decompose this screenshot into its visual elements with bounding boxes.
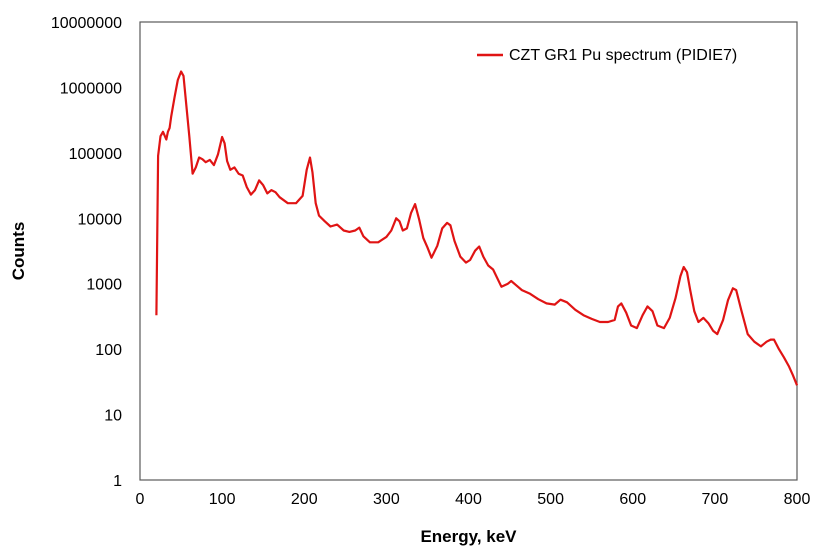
- x-tick-label: 500: [537, 491, 564, 508]
- y-tick-label: 10: [104, 408, 122, 425]
- y-tick-label: 1000: [86, 277, 122, 294]
- x-tick-label: 800: [784, 491, 811, 508]
- y-tick-label: 10000000: [51, 15, 122, 32]
- x-tick-label: 700: [702, 491, 729, 508]
- x-tick-label: 600: [619, 491, 646, 508]
- x-tick-label: 100: [209, 491, 236, 508]
- legend: CZT GR1 Pu spectrum (PIDIE7): [477, 47, 737, 64]
- x-tick-label: 200: [291, 491, 318, 508]
- plot-area: [139, 21, 799, 481]
- y-tick-label: 10000: [78, 211, 123, 228]
- y-tick-label: 1000000: [60, 80, 122, 97]
- y-axis-title: Counts: [9, 222, 28, 281]
- x-tick-label: 300: [373, 491, 400, 508]
- legend-label: CZT GR1 Pu spectrum (PIDIE7): [509, 47, 737, 64]
- y-tick-label: 100: [95, 342, 122, 359]
- x-axis-ticks: 0 100 200 300 400 500 600 700 800: [136, 491, 811, 508]
- x-tick-label: 0: [136, 491, 145, 508]
- series-line: [155, 70, 799, 386]
- x-axis-title: Energy, keV: [420, 527, 517, 546]
- y-tick-label: 100000: [69, 146, 122, 163]
- plot-frame: [139, 21, 798, 481]
- y-axis-ticks: 1 10 100 1000 10000 100000 1000000 10000000: [51, 15, 122, 490]
- y-tick-label: 1: [113, 473, 122, 490]
- x-tick-label: 400: [455, 491, 482, 508]
